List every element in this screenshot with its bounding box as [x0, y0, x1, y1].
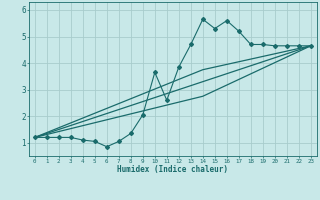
X-axis label: Humidex (Indice chaleur): Humidex (Indice chaleur) [117, 165, 228, 174]
